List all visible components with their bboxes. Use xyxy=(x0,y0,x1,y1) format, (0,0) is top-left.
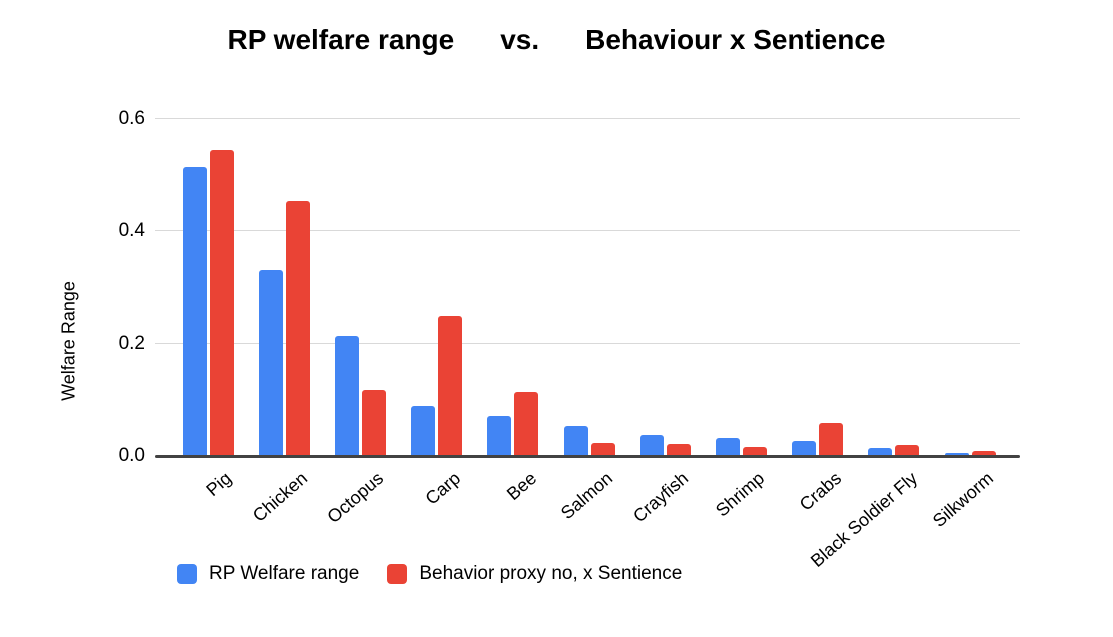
gridline-0.4 xyxy=(155,230,1020,232)
legend-item-behavior-proxy: Behavior proxy no, x Sentience xyxy=(387,563,682,585)
legend-item-rp-welfare-range: RP Welfare range xyxy=(177,563,359,585)
bar-red-crayfish xyxy=(666,444,691,455)
bar-red-chicken xyxy=(285,201,310,455)
bar-blue-pig xyxy=(182,167,207,455)
bar-red-silkworm xyxy=(971,450,996,455)
chart-title-separator: vs. xyxy=(500,24,540,55)
bar-blue-chicken xyxy=(258,269,283,455)
chart-title-left: RP welfare range xyxy=(227,24,455,55)
x-axis-label-pig: Pig xyxy=(202,468,236,501)
chart-title: RP welfare range vs. Behaviour x Sentien… xyxy=(0,24,1113,56)
x-axis-label-shrimp: Shrimp xyxy=(712,468,769,521)
bar-red-pig xyxy=(209,150,234,455)
chart-title-right: Behaviour x Sentience xyxy=(585,24,886,55)
plot-area: Pig Chicken Octopus Carp Bee Salmon Crayfish Sh… xyxy=(155,118,1020,571)
bar-red-crabs xyxy=(819,423,844,455)
x-axis-label-carp: Carp xyxy=(421,468,464,509)
legend-label: RP Welfare range xyxy=(209,563,360,584)
bar-red-black-soldier-fly xyxy=(895,444,920,455)
x-axis-label-salmon: Salmon xyxy=(556,468,617,524)
bar-blue-shrimp xyxy=(715,437,740,455)
gridline-0.2 xyxy=(155,342,1020,344)
x-axis-label-bee: Bee xyxy=(502,468,540,505)
bar-red-octopus xyxy=(361,389,386,455)
x-axis-baseline xyxy=(155,455,1020,458)
legend-swatch-blue-icon xyxy=(177,564,197,584)
bar-blue-crabs xyxy=(792,440,817,455)
x-axis-label-chicken: Chicken xyxy=(249,468,312,526)
legend-label: Behavior proxy no, x Sentience xyxy=(419,563,683,584)
x-axis-label-crayfish: Crayfish xyxy=(629,468,693,527)
bar-red-bee xyxy=(514,391,539,455)
bar-blue-black-soldier-fly xyxy=(868,447,893,455)
y-tick-label-0.0: 0.0 xyxy=(118,445,145,466)
legend-swatch-red-icon xyxy=(387,564,408,584)
bar-blue-octopus xyxy=(334,335,359,455)
gridline-0.6 xyxy=(155,118,1020,119)
legend: RP Welfare range Behavior proxy no, x Sen… xyxy=(177,563,682,585)
bar-blue-bee xyxy=(487,415,512,455)
bar-blue-salmon xyxy=(563,426,588,455)
bar-blue-carp xyxy=(411,405,436,455)
y-tick-label-0.2: 0.2 xyxy=(118,332,145,354)
bar-blue-silkworm xyxy=(944,452,969,455)
bar-red-carp xyxy=(438,315,463,455)
x-axis-label-silkworm: Silkworm xyxy=(928,468,998,531)
bar-red-salmon xyxy=(590,442,615,455)
y-axis-title: Welfare Range xyxy=(58,281,79,401)
x-axis-label-crabs: Crabs xyxy=(795,468,845,515)
x-axis-label-octopus: Octopus xyxy=(323,468,388,528)
y-tick-label-0.6: 0.6 xyxy=(118,108,145,129)
bar-red-shrimp xyxy=(742,446,767,455)
bar-blue-crayfish xyxy=(639,434,664,455)
y-tick-label-0.4: 0.4 xyxy=(118,220,145,242)
